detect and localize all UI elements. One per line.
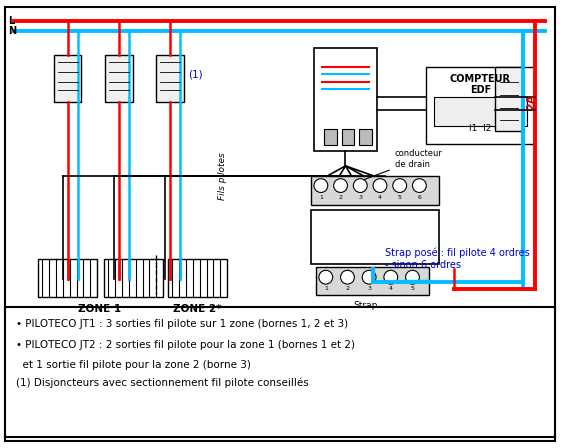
Circle shape — [393, 179, 407, 193]
Bar — [311, 210, 439, 264]
Bar — [341, 129, 354, 145]
Circle shape — [341, 270, 354, 284]
Bar — [38, 259, 97, 297]
Text: Fils pilotes: Fils pilotes — [218, 152, 227, 200]
Text: N: N — [9, 26, 16, 36]
Bar — [54, 55, 82, 102]
Text: Strap: Strap — [353, 301, 378, 310]
Text: Strap posé : fil pilote 4 ordres
- sinon 6 ordres: Strap posé : fil pilote 4 ordres - sinon… — [385, 248, 530, 270]
Text: 3: 3 — [367, 285, 371, 291]
Bar — [104, 259, 163, 297]
Text: conducteur
de drain: conducteur de drain — [364, 150, 443, 180]
Circle shape — [362, 270, 376, 284]
Circle shape — [412, 179, 426, 193]
Text: 6: 6 — [417, 195, 421, 200]
Circle shape — [353, 179, 367, 193]
Circle shape — [333, 179, 348, 193]
Circle shape — [384, 270, 397, 284]
Bar — [105, 55, 133, 102]
Text: 4: 4 — [389, 285, 393, 291]
Text: 5: 5 — [397, 195, 401, 200]
Text: ZONE 2*: ZONE 2* — [174, 304, 222, 314]
Bar — [156, 55, 184, 102]
Text: COMPTEUR: COMPTEUR — [450, 74, 511, 84]
Circle shape — [314, 179, 328, 193]
Text: (1) Disjoncteurs avec sectionnement fil pilote conseillés: (1) Disjoncteurs avec sectionnement fil … — [16, 378, 309, 388]
Bar — [316, 267, 429, 295]
Text: 1: 1 — [319, 195, 323, 200]
Circle shape — [319, 270, 333, 284]
Text: 2A: 2A — [526, 94, 536, 110]
Bar — [311, 176, 439, 205]
Circle shape — [405, 270, 420, 284]
Bar — [5, 307, 555, 437]
Text: L: L — [9, 16, 15, 26]
Text: 2: 2 — [345, 285, 349, 291]
Text: et 1 sortie fil pilote pour la zone 2 (borne 3): et 1 sortie fil pilote pour la zone 2 (b… — [16, 360, 251, 370]
Text: 5: 5 — [411, 285, 414, 291]
Bar — [314, 47, 377, 151]
Bar — [495, 67, 523, 131]
Text: ZONE 1: ZONE 1 — [78, 304, 121, 314]
Circle shape — [373, 179, 387, 193]
Text: (1): (1) — [188, 69, 202, 79]
Bar — [426, 67, 535, 144]
Text: 4: 4 — [378, 195, 382, 200]
Text: 1: 1 — [324, 285, 328, 291]
Text: I1  I2: I1 I2 — [469, 124, 492, 133]
Text: 2: 2 — [338, 195, 342, 200]
Bar — [359, 129, 372, 145]
Text: • PILOTECO JT2 : 2 sorties fil pilote pour la zone 1 (bornes 1 et 2): • PILOTECO JT2 : 2 sorties fil pilote po… — [16, 340, 356, 350]
Bar — [434, 97, 527, 126]
Bar — [168, 259, 227, 297]
Text: • PILOTECO JT1 : 3 sorties fil pilote sur 1 zone (bornes 1, 2 et 3): • PILOTECO JT1 : 3 sorties fil pilote su… — [16, 319, 349, 328]
Text: 3: 3 — [358, 195, 362, 200]
Text: EDF: EDF — [470, 85, 491, 95]
Bar — [324, 129, 337, 145]
